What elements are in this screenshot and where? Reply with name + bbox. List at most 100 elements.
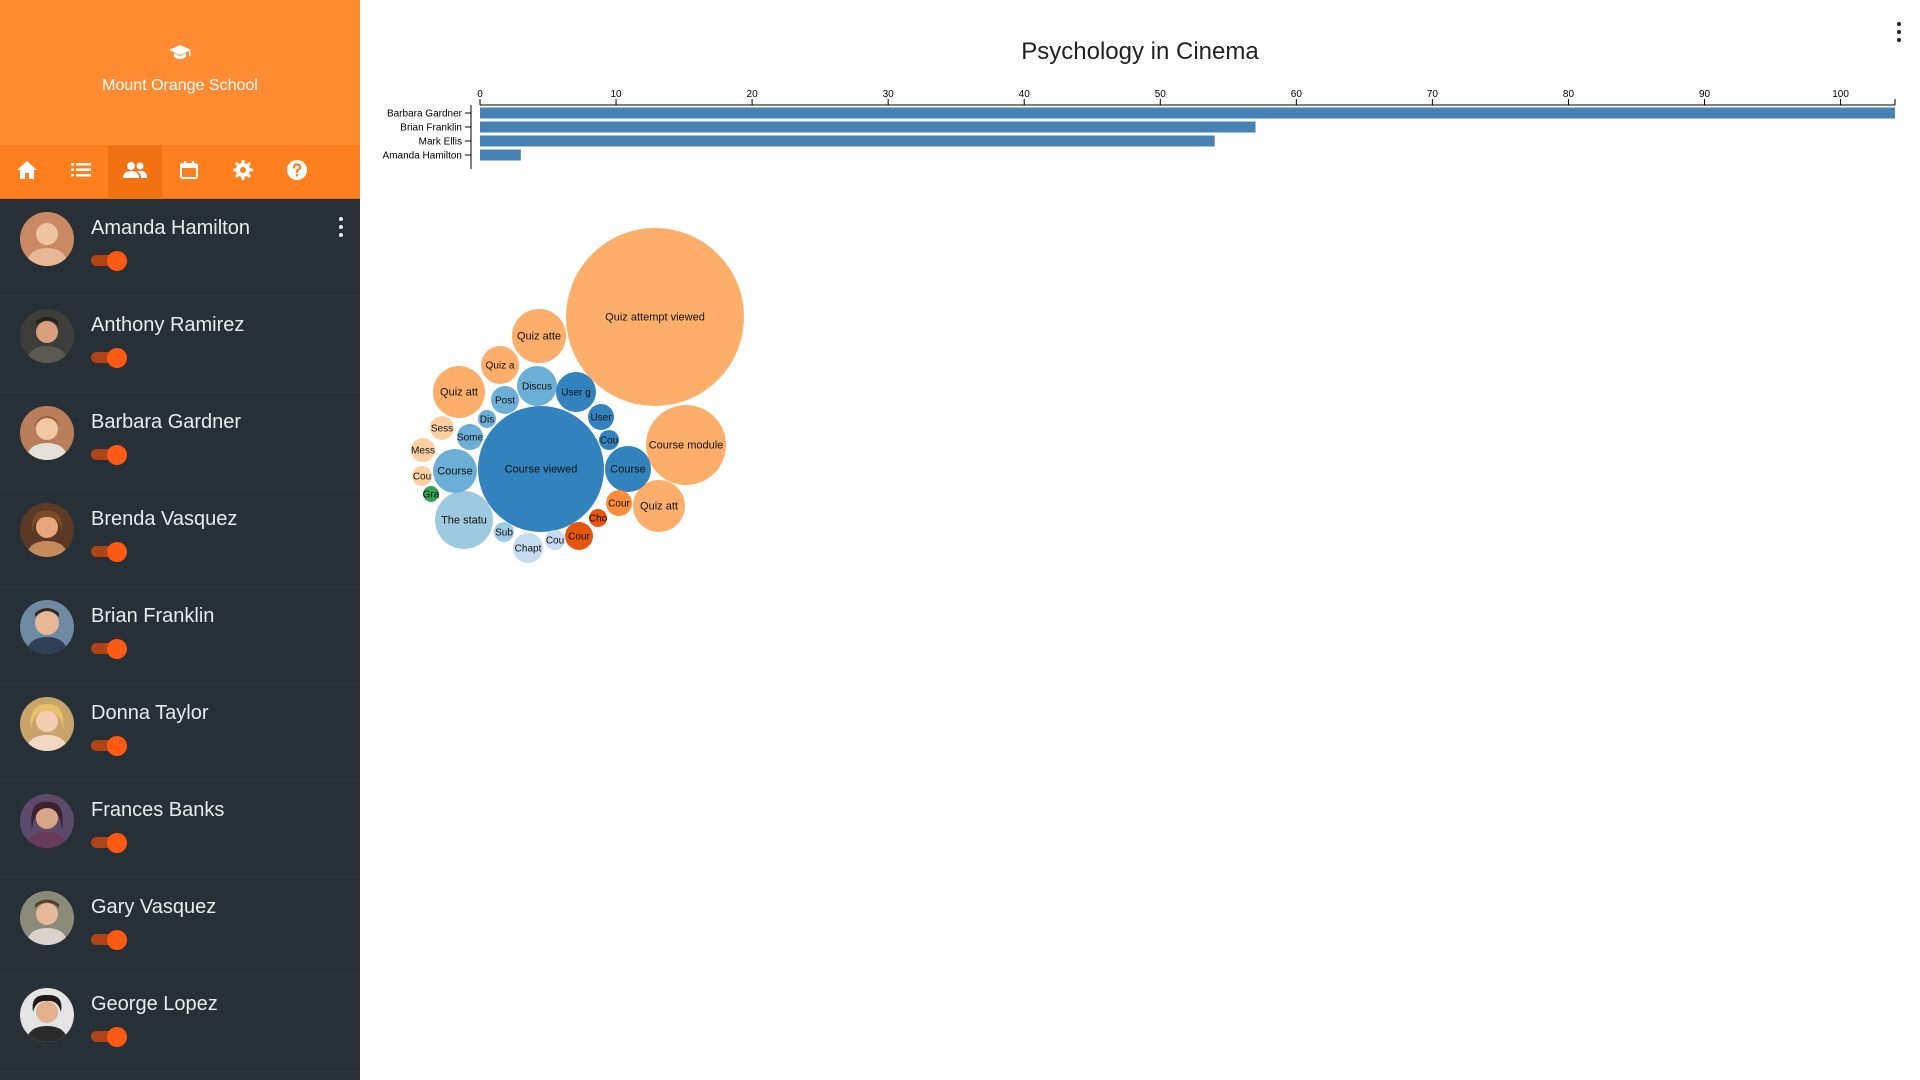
user-toggle[interactable] bbox=[91, 251, 127, 271]
user-name[interactable]: George Lopez bbox=[91, 993, 218, 1015]
bubble-circle bbox=[478, 406, 604, 532]
bubble-label: Cho bbox=[589, 514, 608, 525]
bubble: User g bbox=[556, 372, 596, 412]
user-row-barbara-gardner[interactable]: Barbara Gardner bbox=[0, 393, 360, 490]
bubble-circle bbox=[433, 366, 485, 418]
avatar bbox=[20, 697, 74, 751]
bubble: Course module bbox=[646, 405, 726, 485]
bubble-circle bbox=[517, 366, 557, 406]
bubble-label: Gra bbox=[423, 490, 440, 501]
bubble-circle bbox=[478, 410, 496, 428]
nav-participants-button[interactable] bbox=[108, 145, 162, 199]
row-menu-button[interactable] bbox=[336, 217, 346, 237]
user-name[interactable]: Brian Franklin bbox=[91, 605, 215, 627]
bubble: Dis bbox=[478, 410, 496, 428]
user-toggle[interactable] bbox=[91, 445, 127, 465]
user-name[interactable]: Amanda Hamilton bbox=[91, 217, 250, 239]
home-icon bbox=[17, 160, 37, 184]
nav-help-button[interactable] bbox=[270, 145, 324, 199]
bar bbox=[480, 107, 1895, 119]
y-tick-label: Amanda Hamilton bbox=[383, 151, 462, 162]
bubble: Post bbox=[491, 386, 519, 414]
user-name[interactable]: Brenda Vasquez bbox=[91, 508, 238, 530]
bubble-label: Course bbox=[610, 464, 645, 476]
bubble-label: User g bbox=[561, 388, 590, 399]
user-toggle[interactable] bbox=[91, 736, 127, 756]
bubble: Mess bbox=[411, 438, 435, 462]
more-options-button[interactable] bbox=[1894, 22, 1904, 42]
gear-icon bbox=[233, 159, 253, 185]
bubble: Quiz att bbox=[433, 366, 485, 418]
school-name[interactable]: Mount Orange School bbox=[102, 77, 258, 94]
bubble-circle bbox=[566, 228, 744, 406]
avatar bbox=[20, 891, 74, 945]
user-row-amanda-hamilton[interactable]: Amanda Hamilton bbox=[0, 199, 360, 296]
user-name[interactable]: Barbara Gardner bbox=[91, 411, 242, 433]
bubble-circle bbox=[494, 522, 514, 542]
bubble-label: Course module bbox=[649, 440, 724, 452]
nav-settings-button[interactable] bbox=[216, 145, 270, 199]
user-toggle[interactable] bbox=[91, 639, 127, 659]
avatar bbox=[20, 503, 74, 557]
y-tick-label: Barbara Gardner bbox=[387, 109, 463, 120]
bubble: Course bbox=[433, 449, 477, 493]
bubble-label: User bbox=[590, 413, 612, 424]
bubble: Cou bbox=[545, 530, 565, 550]
user-row-george-lopez[interactable]: George Lopez bbox=[0, 975, 360, 1072]
x-tick-label: 0 bbox=[477, 89, 483, 100]
user-row-anthony-ramirez[interactable]: Anthony Ramirez bbox=[0, 296, 360, 393]
nav-list-button[interactable] bbox=[54, 145, 108, 199]
bubble: Some bbox=[457, 424, 483, 450]
user-toggle[interactable] bbox=[91, 1027, 127, 1047]
bubble-label: Quiz attempt viewed bbox=[605, 312, 705, 324]
user-row-brenda-vasquez[interactable]: Brenda Vasquez bbox=[0, 490, 360, 587]
user-row-gary-vasquez[interactable]: Gary Vasquez bbox=[0, 878, 360, 975]
bubble-circle bbox=[646, 405, 726, 485]
user-name[interactable]: Gary Vasquez bbox=[91, 896, 217, 918]
bubble-circle bbox=[512, 309, 566, 363]
bubble-circle bbox=[430, 416, 454, 440]
user-toggle[interactable] bbox=[91, 930, 127, 950]
nav-calendar-button[interactable] bbox=[162, 145, 216, 199]
bubble: Gra bbox=[423, 486, 440, 502]
bubble: Discus bbox=[517, 366, 557, 406]
user-row-frances-banks[interactable]: Frances Banks bbox=[0, 781, 360, 878]
bubble-circle bbox=[565, 522, 593, 550]
bubble-label: Cour bbox=[608, 499, 630, 510]
main-content: Psychology in Cinema 0 10 20 30 40 50 60 70 80 90… bbox=[360, 0, 1920, 1080]
y-tick-label: Brian Franklin bbox=[400, 123, 462, 134]
bubble: Cour bbox=[606, 490, 632, 516]
bubble-label: Cour bbox=[568, 532, 590, 543]
x-tick-label: 90 bbox=[1699, 89, 1711, 100]
site-header: Mount Orange School bbox=[0, 0, 360, 145]
user-toggle[interactable] bbox=[91, 542, 127, 562]
bubble-label: The statu bbox=[441, 515, 487, 527]
bubble-circle bbox=[411, 438, 435, 462]
nav-home-button[interactable] bbox=[0, 145, 54, 199]
user-name[interactable]: Anthony Ramirez bbox=[91, 314, 245, 336]
user-toggle[interactable] bbox=[91, 833, 127, 853]
bubble-circle bbox=[599, 430, 619, 450]
user-name[interactable]: Frances Banks bbox=[91, 799, 225, 821]
y-tick-label: Mark Ellis bbox=[419, 137, 462, 148]
sidebar: Mount Orange School bbox=[0, 0, 360, 1080]
bubble-label: Mess bbox=[411, 446, 435, 457]
bubble-label: Quiz att bbox=[440, 387, 478, 399]
bubble-circle bbox=[412, 466, 432, 486]
user-name[interactable]: Donna Taylor bbox=[91, 702, 209, 724]
bubble-label: Cou bbox=[546, 536, 564, 547]
bubble-label: Cou bbox=[600, 436, 618, 447]
x-tick-label: 80 bbox=[1563, 89, 1575, 100]
x-tick-label: 60 bbox=[1291, 89, 1303, 100]
bubble: Chapt bbox=[513, 533, 543, 563]
page-title: Psychology in Cinema bbox=[1021, 38, 1259, 65]
user-row-donna-taylor[interactable]: Donna Taylor bbox=[0, 684, 360, 781]
bubble: The statu bbox=[435, 491, 493, 549]
bubble-circle bbox=[423, 486, 439, 502]
bubble-chart: Quiz attempt viewed Course viewed Course m… bbox=[411, 228, 744, 563]
user-toggle[interactable] bbox=[91, 348, 127, 368]
bubble-circle bbox=[457, 424, 483, 450]
bubble: Quiz att bbox=[633, 480, 685, 532]
user-row-brian-franklin[interactable]: Brian Franklin bbox=[0, 587, 360, 684]
bubble-circle bbox=[513, 533, 543, 563]
